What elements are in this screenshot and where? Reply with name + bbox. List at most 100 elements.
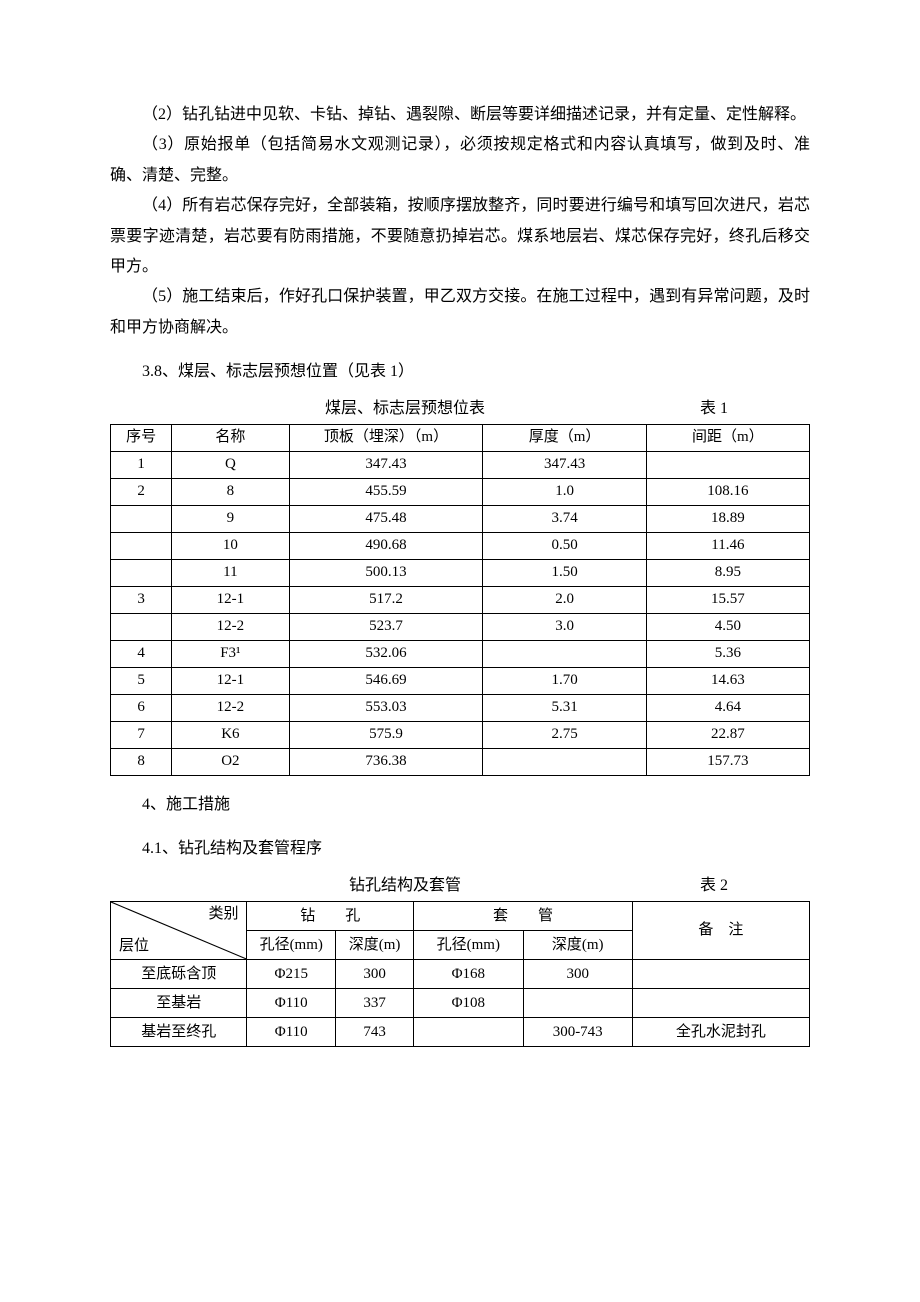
table-row: 9475.483.7418.89: [111, 505, 810, 532]
table1-cell: 7: [111, 721, 172, 748]
table2-cell: 全孔水泥封孔: [632, 1018, 809, 1047]
table-row: 8O2736.38157.73: [111, 748, 810, 775]
table1-cell: 2.0: [483, 586, 646, 613]
table1-cell: 2.75: [483, 721, 646, 748]
section-3-8: 3.8、煤层、标志层预想位置（见表 1）: [110, 357, 810, 387]
table1-cell: 546.69: [289, 667, 483, 694]
table1-cell: K6: [172, 721, 289, 748]
table1-cell: 5.36: [646, 640, 809, 667]
table1-cell: 0.50: [483, 532, 646, 559]
table2-cell: [414, 1018, 523, 1047]
table1-cell: 3.0: [483, 613, 646, 640]
table2-cell: 至底砾含顶: [111, 960, 247, 989]
table-row: 1Q347.43347.43: [111, 451, 810, 478]
table2-cell: [632, 960, 809, 989]
table1-cell: 5.31: [483, 694, 646, 721]
table2-diag-bot: 层位: [119, 936, 149, 957]
table2-group-casing: 套 管: [414, 902, 633, 931]
table-row: 312-1517.22.015.57: [111, 586, 810, 613]
paragraph-4: （4）所有岩芯保存完好，全部装箱，按顺序摆放整齐，同时要进行编号和填写回次进尺，…: [110, 191, 810, 282]
table2-cell: 至基岩: [111, 989, 247, 1018]
table1-cell: 575.9: [289, 721, 483, 748]
table1-cell: 3: [111, 586, 172, 613]
table1-cell: 8: [172, 478, 289, 505]
table1-cell: [111, 613, 172, 640]
table1-cell: 3.74: [483, 505, 646, 532]
table2-remark-head: 备 注: [632, 902, 809, 960]
table2-cell: Φ108: [414, 989, 523, 1018]
section-4: 4、施工措施: [110, 790, 810, 820]
table1-header-cell: 名称: [172, 424, 289, 451]
table1-cell: [111, 559, 172, 586]
table1-cell: 517.2: [289, 586, 483, 613]
table1-cell: 347.43: [483, 451, 646, 478]
table-row: 至基岩Φ110337Φ108: [111, 989, 810, 1018]
table1-cell: 553.03: [289, 694, 483, 721]
table1-cell: 11: [172, 559, 289, 586]
table2-subheader-cell: 孔径(mm): [247, 931, 336, 960]
table2-subheader-cell: 深度(m): [523, 931, 632, 960]
table1-header-cell: 间距（m）: [646, 424, 809, 451]
table1-cell: F3¹: [172, 640, 289, 667]
table1-cell: 12-1: [172, 667, 289, 694]
table1-cell: 8.95: [646, 559, 809, 586]
table1-cell: 455.59: [289, 478, 483, 505]
table1-label: 表 1: [700, 394, 810, 424]
table1-cell: 2: [111, 478, 172, 505]
table2-cell: [632, 989, 809, 1018]
table1-cell: 4: [111, 640, 172, 667]
table-row: 512-1546.691.7014.63: [111, 667, 810, 694]
table2-subheader-cell: 深度(m): [336, 931, 414, 960]
table1-cell: 4.64: [646, 694, 809, 721]
table1-title-row: 煤层、标志层预想位表 表 1: [110, 394, 810, 424]
table1-cell: 475.48: [289, 505, 483, 532]
table2-cell: 743: [336, 1018, 414, 1047]
table1-cell: 11.46: [646, 532, 809, 559]
table1-cell: 6: [111, 694, 172, 721]
table2-title: 钻孔结构及套管: [110, 871, 700, 901]
table-row: 12-2523.73.04.50: [111, 613, 810, 640]
table1-cell: [483, 640, 646, 667]
table-row: 28455.591.0108.16: [111, 478, 810, 505]
table1-cell: 523.7: [289, 613, 483, 640]
table1-cell: 5: [111, 667, 172, 694]
table2-cell: 337: [336, 989, 414, 1018]
table1-cell: 15.57: [646, 586, 809, 613]
table1-cell: 18.89: [646, 505, 809, 532]
table1-header-row: 序号名称顶板（埋深）（m）厚度（m）间距（m）: [111, 424, 810, 451]
table2-cell: [523, 989, 632, 1018]
table-2: 类别 层位 钻 孔 套 管 备 注 孔径(mm)深度(m)孔径(mm)深度(m)…: [110, 901, 810, 1047]
table1-cell: 12-2: [172, 613, 289, 640]
table2-cell: Φ215: [247, 960, 336, 989]
table1-cell: O2: [172, 748, 289, 775]
table1-cell: 14.63: [646, 667, 809, 694]
table1-cell: [111, 532, 172, 559]
table2-cell: 300: [336, 960, 414, 989]
table-row: 11500.131.508.95: [111, 559, 810, 586]
table2-diag-top: 类别: [208, 904, 238, 925]
table1-cell: 500.13: [289, 559, 483, 586]
table-row: 至底砾含顶Φ215300Φ168300: [111, 960, 810, 989]
table2-cell: Φ110: [247, 1018, 336, 1047]
table1-cell: [111, 505, 172, 532]
table-row: 基岩至终孔Φ110743300-743全孔水泥封孔: [111, 1018, 810, 1047]
table2-header-row-1: 类别 层位 钻 孔 套 管 备 注: [111, 902, 810, 931]
table1-cell: 490.68: [289, 532, 483, 559]
table2-subheader-cell: 孔径(mm): [414, 931, 523, 960]
table1-cell: 12-2: [172, 694, 289, 721]
table1-cell: [646, 451, 809, 478]
paragraph-2: （2）钻孔钻进中见软、卡钻、掉钻、遇裂隙、断层等要详细描述记录，并有定量、定性解…: [110, 100, 810, 130]
table1-cell: 1: [111, 451, 172, 478]
table1-cell: 9: [172, 505, 289, 532]
table2-cell: Φ110: [247, 989, 336, 1018]
table1-cell: 1.0: [483, 478, 646, 505]
table-row: 10490.680.5011.46: [111, 532, 810, 559]
table1-title: 煤层、标志层预想位表: [110, 394, 700, 424]
table1-header-cell: 顶板（埋深）（m）: [289, 424, 483, 451]
table2-diag-header: 类别 层位: [111, 902, 247, 960]
table1-cell: 8: [111, 748, 172, 775]
table2-group-drill: 钻 孔: [247, 902, 414, 931]
table-row: 7K6575.92.7522.87: [111, 721, 810, 748]
table2-cell: Φ168: [414, 960, 523, 989]
table1-cell: 10: [172, 532, 289, 559]
